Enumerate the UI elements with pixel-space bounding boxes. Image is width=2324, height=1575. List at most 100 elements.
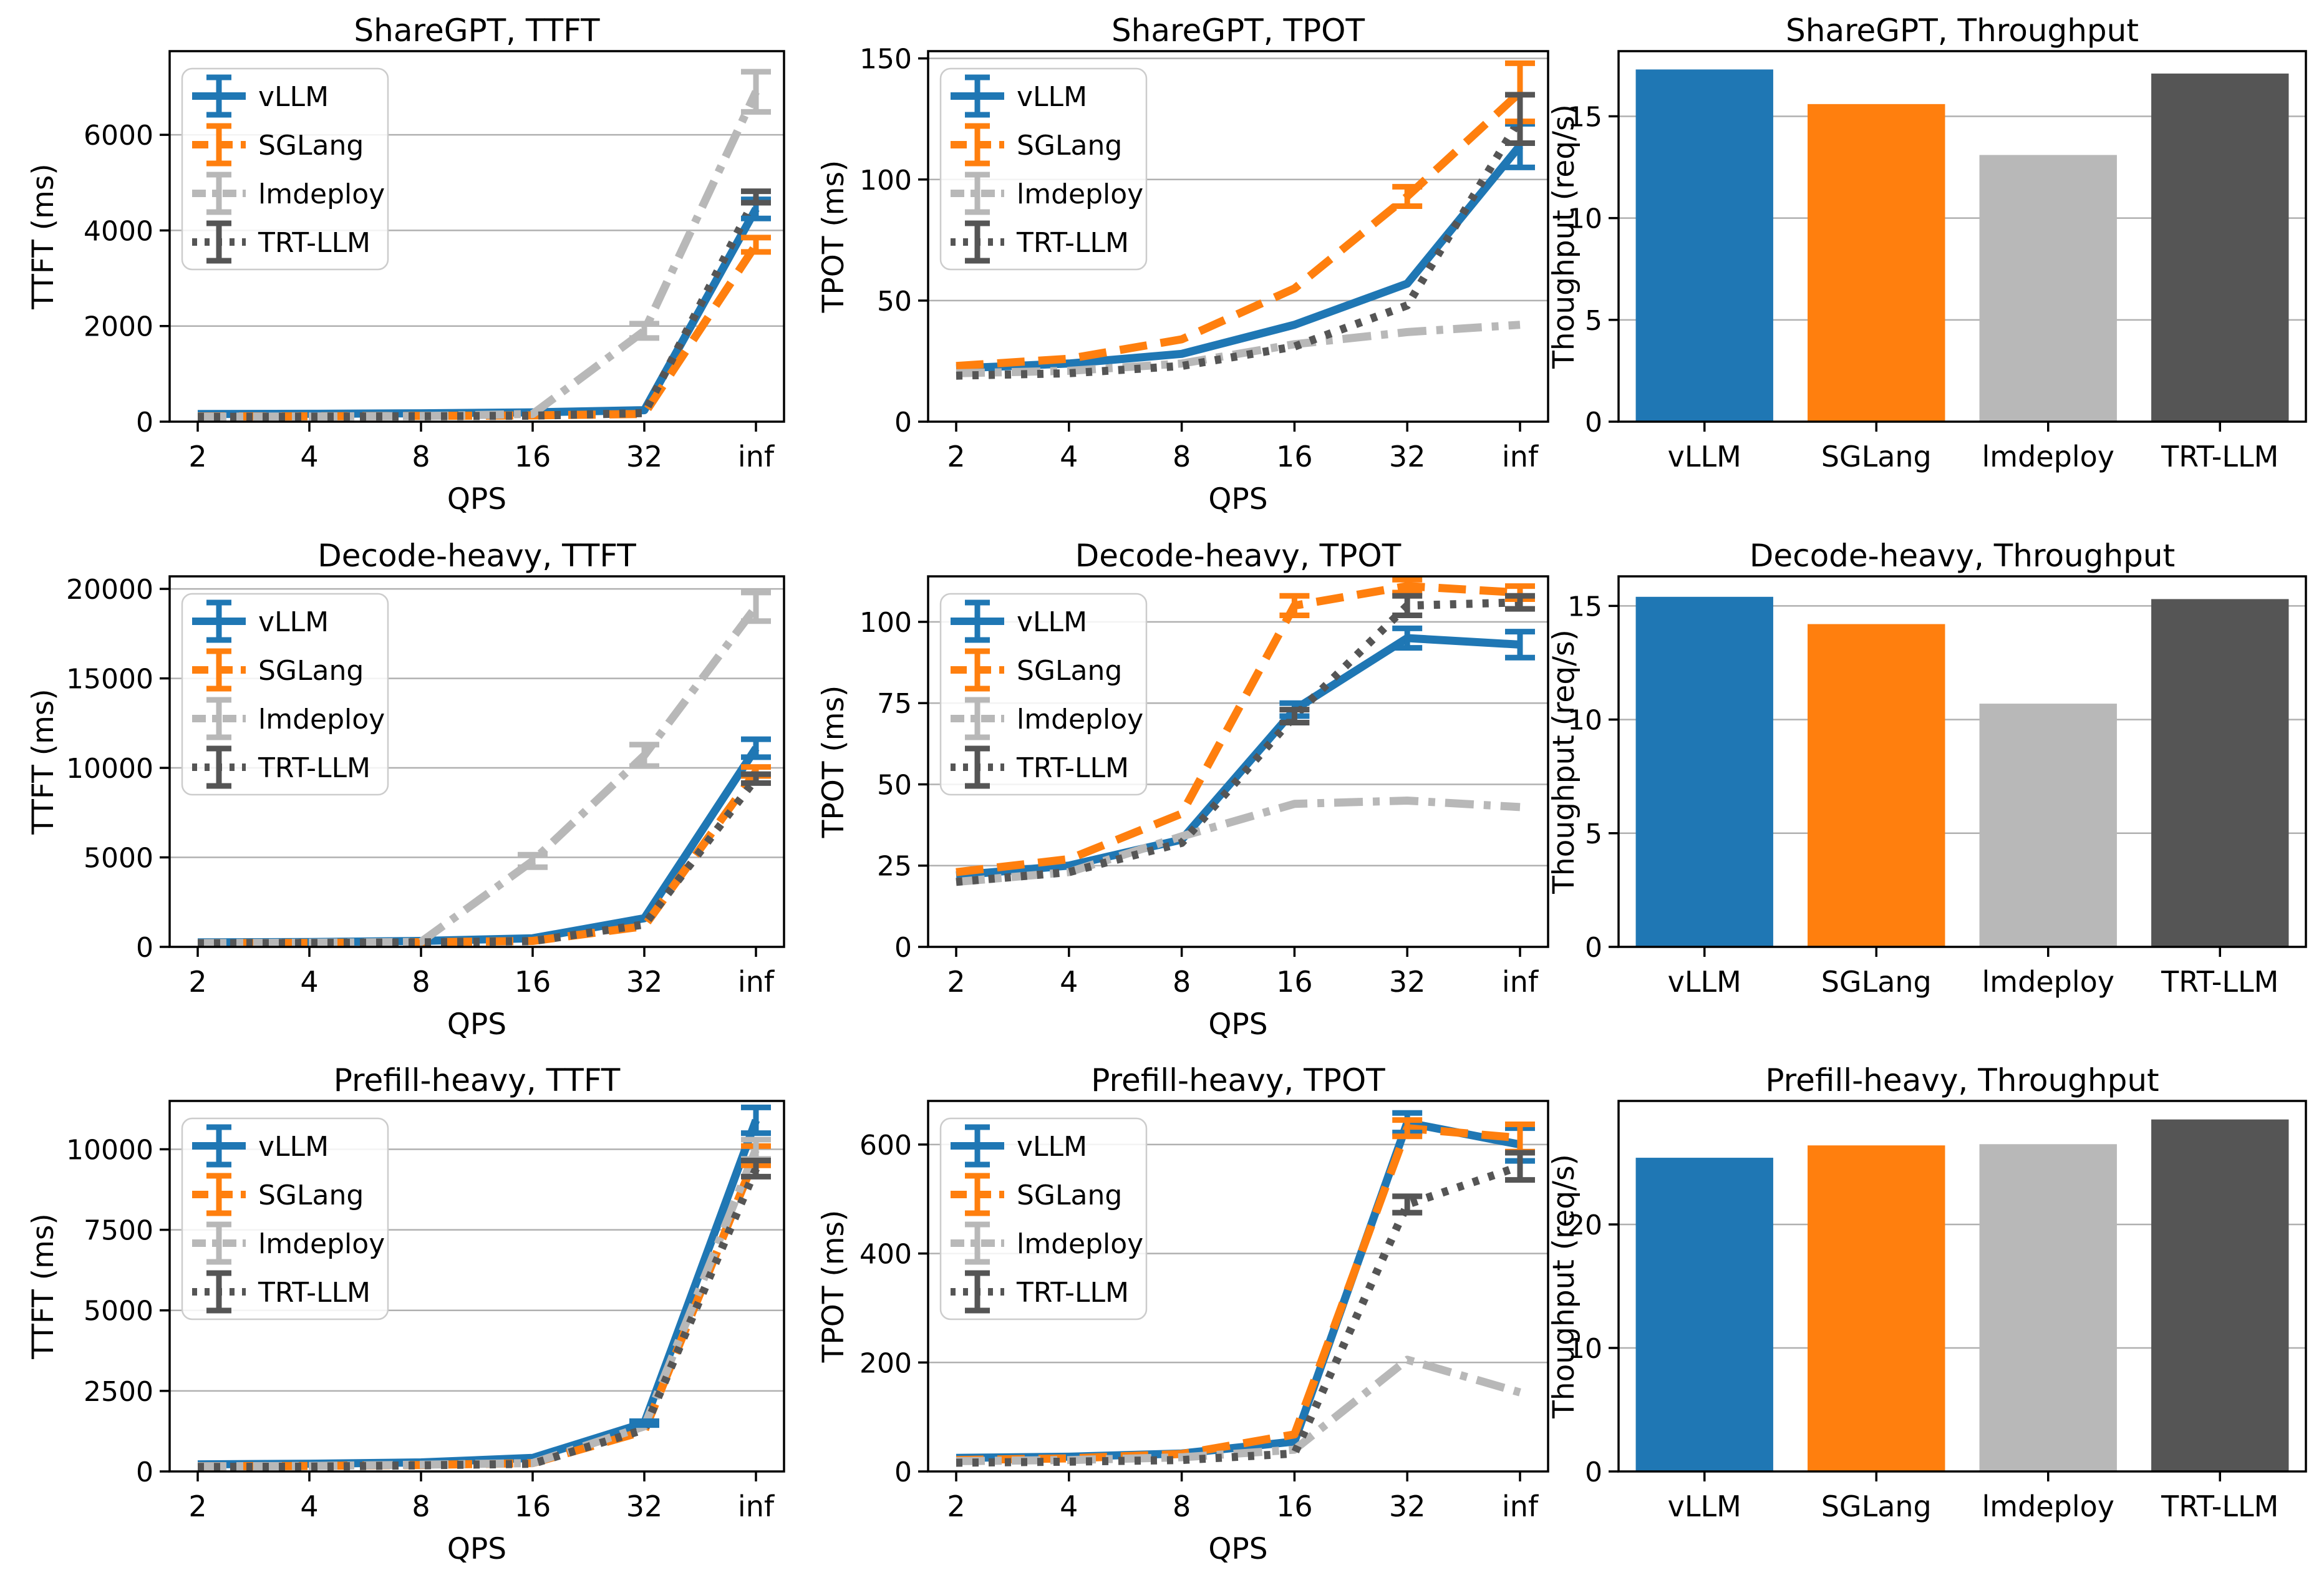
chart-prefill-heavy-ttft: 0 2500 5000 7500 10000 2 4 8 16 32 inf QPS TTFT (ms)… <box>26 1062 785 1566</box>
bar-sglang <box>1808 1145 1945 1471</box>
y-tick-label: 150 <box>859 44 912 75</box>
y-tick-label: 15 <box>1567 101 1602 133</box>
legend-item-trt-llm: TRT-LLM <box>192 745 370 789</box>
x-tick-label: inf <box>1502 965 1539 999</box>
legend-label: SGLang <box>258 655 364 687</box>
y-axis-label: TPOT (ms) <box>816 160 851 314</box>
legend-label: SGLang <box>258 130 364 162</box>
bar-lmdeploy <box>1979 155 2117 422</box>
legend-item-sglang: SGLang <box>951 1173 1122 1216</box>
series-line-trt-llm <box>197 195 760 421</box>
series-line-sglang <box>956 89 1523 371</box>
y-tick-label: 0 <box>136 932 153 964</box>
legend-label: TRT-LLM <box>258 752 370 784</box>
x-tick-label: 4 <box>300 965 318 999</box>
x-tick-label: TRT-LLM <box>2161 440 2278 473</box>
x-tick-label: 16 <box>515 965 551 999</box>
chart-title: ShareGPT, Throughput <box>1786 12 2139 49</box>
legend-label: lmdeploy <box>1017 178 1143 210</box>
legend-item-sglang: SGLang <box>192 648 364 692</box>
legend-label: lmdeploy <box>1017 704 1143 735</box>
chart-title: Prefill-heavy, TPOT <box>1091 1062 1385 1098</box>
x-axis-label: QPS <box>447 1007 506 1042</box>
x-tick-label: 2 <box>947 965 965 999</box>
axes-frame <box>927 50 1549 423</box>
legend: vLLM SGLang lmdeploy TRT-LLM <box>181 1117 389 1321</box>
legend-item-vllm: vLLM <box>951 1124 1087 1168</box>
x-axis-label: QPS <box>1208 1007 1267 1042</box>
axes-frame <box>168 50 785 423</box>
bar-sglang <box>1808 104 1945 422</box>
chart-title: Decode-heavy, TPOT <box>1075 538 1402 574</box>
legend: vLLM SGLang lmdeploy TRT-LLM <box>939 1117 1148 1321</box>
x-tick-label: 2 <box>188 440 206 473</box>
y-tick-label: 0 <box>894 1456 912 1488</box>
x-tick-label: 32 <box>1389 440 1426 473</box>
legend-label: vLLM <box>258 606 329 638</box>
legend-item-vllm: vLLM <box>192 74 329 118</box>
series-line-trt-llm <box>197 1166 760 1471</box>
legend-item-sglang: SGLang <box>951 123 1122 167</box>
legend-box <box>181 67 389 271</box>
chart-title: Decode-heavy, Throughput <box>1750 538 2175 574</box>
y-tick-label: 0 <box>894 932 912 964</box>
legend: vLLM SGLang lmdeploy TRT-LLM <box>181 67 389 271</box>
x-tick-label: inf <box>738 440 775 473</box>
series-line-sglang <box>956 1124 1521 1465</box>
x-tick-label: 32 <box>626 440 663 473</box>
x-tick-label: 16 <box>1276 965 1313 999</box>
y-tick-label: 2000 <box>84 311 153 343</box>
y-tick-label: 7500 <box>84 1215 153 1247</box>
legend: vLLM SGLang lmdeploy TRT-LLM <box>939 593 1148 796</box>
y-tick-label: 0 <box>1585 407 1602 439</box>
legend-label: TRT-LLM <box>258 1277 370 1309</box>
x-tick-label: SGLang <box>1821 440 1932 473</box>
y-tick-label: 100 <box>859 165 912 196</box>
legend-box <box>181 593 389 796</box>
axes-frame <box>1617 50 2307 423</box>
x-tick-label: 8 <box>1173 440 1191 473</box>
legend-box <box>181 1117 389 1321</box>
y-tick-label: 0 <box>1585 932 1602 964</box>
x-tick-label: lmdeploy <box>1982 1490 2114 1523</box>
x-tick-label: vLLM <box>1668 440 1741 473</box>
y-tick-label: 400 <box>859 1239 912 1271</box>
y-tick-label: 6000 <box>84 120 153 152</box>
legend-label: lmdeploy <box>258 704 385 735</box>
y-tick-label: 10 <box>1567 203 1602 235</box>
chart-title: ShareGPT, TTFT <box>354 12 600 49</box>
legend-label: vLLM <box>258 1131 329 1163</box>
bar-trt-llm <box>2151 1119 2289 1471</box>
legend-label: vLLM <box>1017 81 1087 113</box>
bar-trt-llm <box>2151 73 2289 422</box>
y-tick-label: 25 <box>877 851 912 883</box>
y-tick-label: 2500 <box>84 1376 153 1408</box>
chart-decode-heavy-tpot: 0 25 50 75 100 2 4 8 16 32 inf QPS TPOT (ms) Decode-h… <box>816 538 1549 1042</box>
legend-item-trt-llm: TRT-LLM <box>192 220 370 264</box>
y-tick-label: 10000 <box>66 753 153 785</box>
axes-frame <box>1617 575 2307 948</box>
x-axis-label: QPS <box>1208 482 1267 516</box>
series-line-vllm <box>956 634 1521 880</box>
legend-item-lmdeploy: lmdeploy <box>192 172 385 215</box>
x-tick-label: lmdeploy <box>1982 965 2114 999</box>
x-tick-label: inf <box>1502 1490 1539 1523</box>
x-tick-label: 4 <box>1060 440 1078 473</box>
x-tick-label: 4 <box>300 440 318 473</box>
legend-item-vllm: vLLM <box>951 599 1087 643</box>
x-tick-label: 4 <box>1060 965 1078 999</box>
legend-label: TRT-LLM <box>258 227 370 259</box>
y-axis-label: TTFT (ms) <box>26 1213 61 1359</box>
series-line-vllm <box>956 143 1524 373</box>
chart-decode-heavy-ttft: 0 5000 10000 15000 20000 2 4 8 16 32 inf QPS TTFT (m… <box>26 538 785 1042</box>
y-tick-label: 20 <box>1567 1209 1602 1241</box>
legend-label: SGLang <box>258 1180 364 1211</box>
y-tick-label: 10 <box>1567 705 1602 737</box>
legend-label: SGLang <box>1017 130 1122 162</box>
legend: vLLM SGLang lmdeploy TRT-LLM <box>181 593 389 796</box>
legend-label: SGLang <box>1017 655 1122 687</box>
legend-label: vLLM <box>258 81 329 113</box>
axes-frame <box>927 575 1549 948</box>
y-tick-label: 600 <box>859 1130 912 1161</box>
